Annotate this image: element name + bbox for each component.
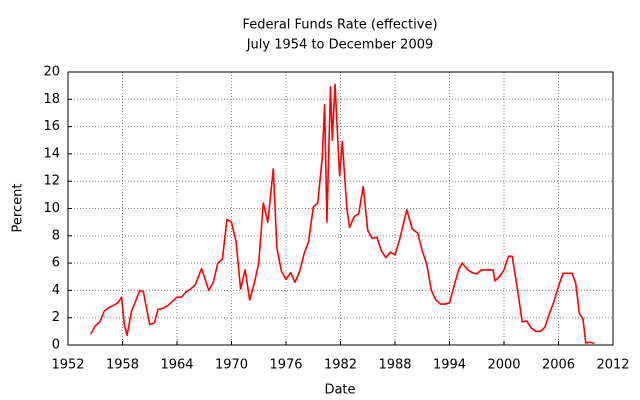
x-tick-label: 1994 bbox=[433, 358, 466, 373]
x-tick-label: 1982 bbox=[324, 358, 357, 373]
y-tick-label: 16 bbox=[43, 119, 60, 134]
x-tick-label: 1964 bbox=[160, 358, 193, 373]
x-tick-label: 2012 bbox=[596, 358, 629, 373]
y-tick-label: 6 bbox=[52, 256, 60, 271]
y-tick-label: 14 bbox=[43, 146, 60, 161]
y-tick-label: 10 bbox=[43, 201, 60, 216]
y-tick-label: 8 bbox=[52, 228, 60, 243]
y-tick-label: 0 bbox=[52, 338, 60, 353]
data-line bbox=[90, 83, 595, 345]
plot-frame bbox=[67, 71, 614, 346]
x-tick-label: 2006 bbox=[542, 358, 575, 373]
chart-title: Federal Funds Rate (effective) bbox=[242, 18, 437, 33]
x-tick-label: 1952 bbox=[51, 358, 84, 373]
x-tick-label: 1976 bbox=[269, 358, 302, 373]
x-tick-label: 1958 bbox=[106, 358, 139, 373]
y-tick-label: 12 bbox=[43, 174, 60, 189]
y-tick-label: 20 bbox=[43, 65, 60, 80]
y-axis-label: Percent bbox=[11, 184, 26, 233]
x-tick-label: 1970 bbox=[215, 358, 248, 373]
y-tick-label: 4 bbox=[52, 283, 60, 298]
x-axis-label: Date bbox=[324, 383, 355, 398]
x-tick-label: 1988 bbox=[378, 358, 411, 373]
chart-subtitle: July 1954 to December 2009 bbox=[246, 38, 434, 53]
x-tick-label: 2000 bbox=[487, 358, 520, 373]
y-tick-label: 18 bbox=[43, 92, 60, 107]
y-tick-label: 2 bbox=[52, 310, 60, 325]
